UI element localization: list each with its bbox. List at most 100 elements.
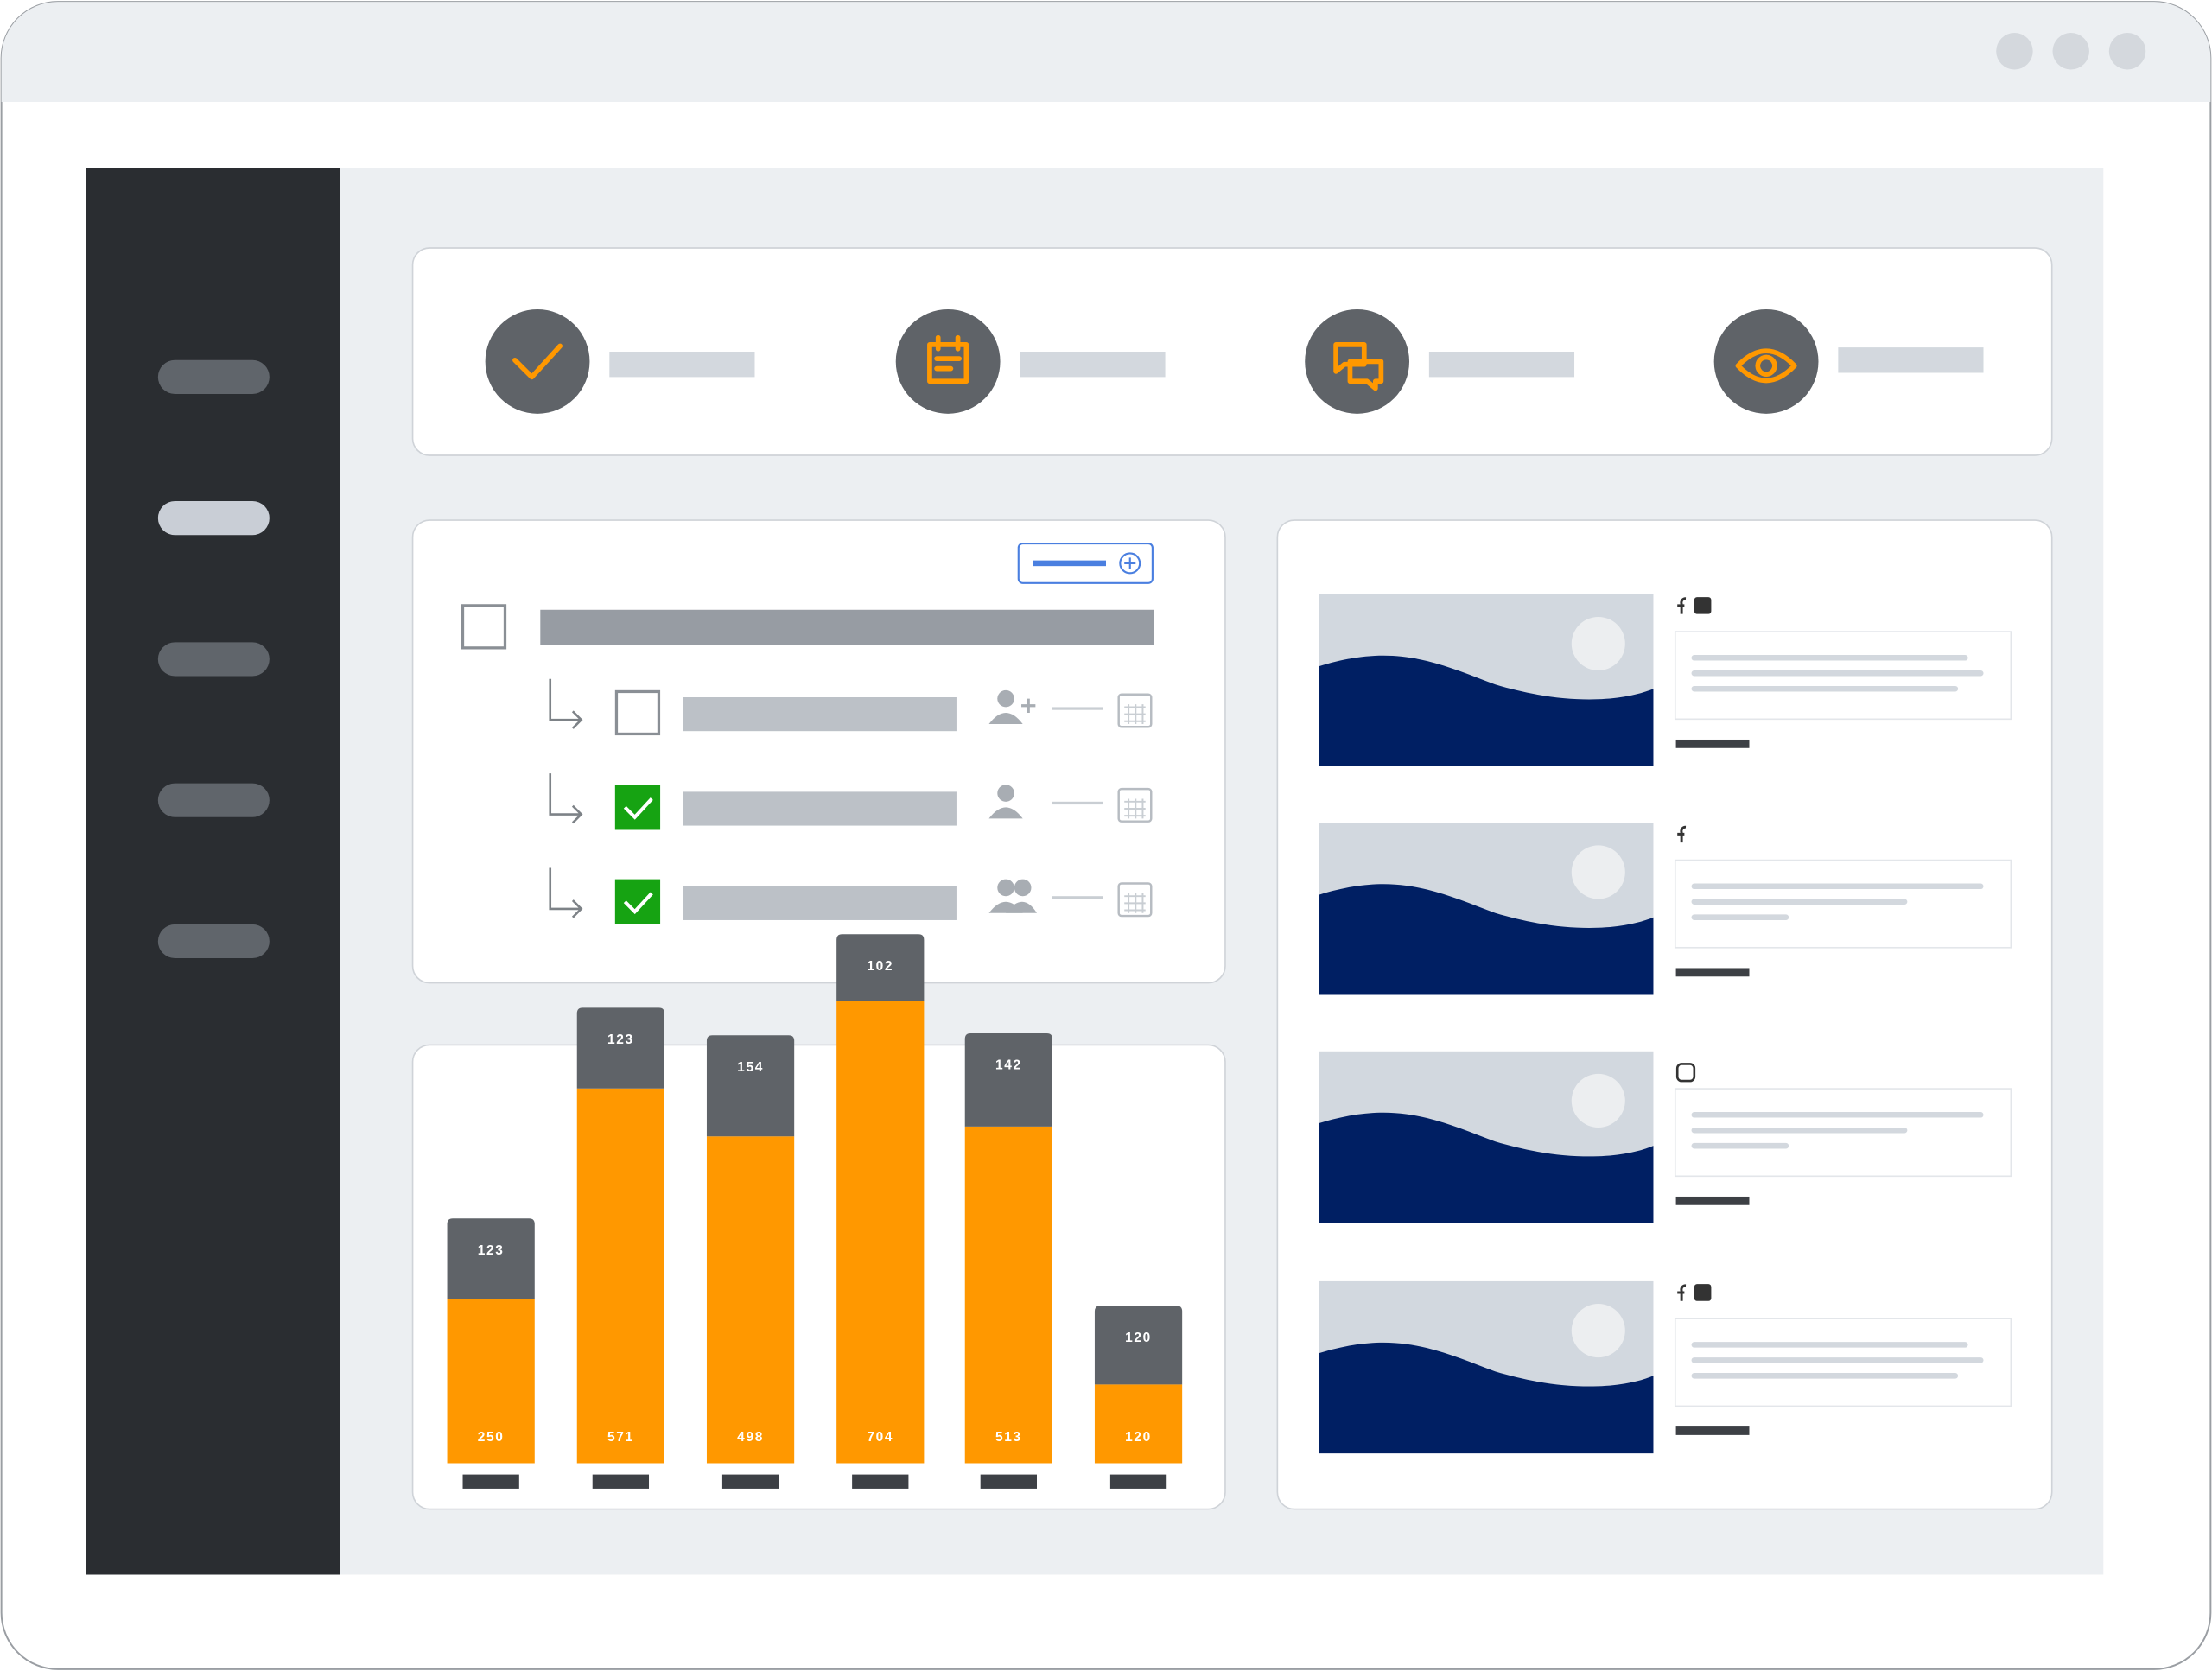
bar-segment	[964, 1032, 1052, 1127]
subtask-title-placeholder	[683, 791, 957, 826]
title-bar	[1, 2, 2211, 103]
date-placeholder	[1052, 707, 1103, 710]
bar-segment	[447, 1218, 535, 1299]
stat-glyph	[1735, 348, 1797, 384]
bar-segment	[836, 934, 925, 1001]
calendar-grid	[1124, 798, 1146, 819]
stat-glyph	[927, 334, 969, 384]
data-label: 498	[737, 1430, 764, 1445]
post-text-line	[1691, 1373, 1959, 1379]
window-dot[interactable]	[1996, 33, 2033, 70]
stat-icon	[895, 309, 1001, 414]
facebook-icon	[1677, 825, 1687, 843]
image-wave	[1319, 884, 1654, 995]
checkbox-checked[interactable]	[614, 785, 661, 830]
data-label: 513	[995, 1430, 1022, 1445]
image-wave	[1319, 1342, 1654, 1454]
data-label: 123	[478, 1243, 505, 1258]
data-label: 704	[867, 1430, 893, 1445]
calendar-icon[interactable]	[1117, 693, 1153, 728]
calendar-grid	[1124, 893, 1146, 913]
post-text-line	[1691, 883, 1984, 890]
post-text-line	[1691, 899, 1908, 905]
subtask-title-placeholder	[683, 886, 957, 920]
checkbox[interactable]	[461, 604, 507, 650]
subtask-title-placeholder	[683, 697, 957, 732]
button-label-placeholder	[1033, 560, 1106, 567]
calendar-grid	[1124, 704, 1146, 725]
category-placeholder	[980, 1474, 1037, 1489]
stat-label-placeholder	[1020, 352, 1166, 378]
post-text-line	[1691, 655, 1968, 661]
bar-segment	[706, 1035, 795, 1137]
plus-icon	[1124, 557, 1136, 569]
check-mark	[623, 797, 653, 820]
sidebar-menu	[157, 359, 270, 959]
linkedin-icon	[1694, 597, 1712, 614]
menu-item[interactable]	[157, 642, 270, 677]
stat-glyph	[1333, 341, 1384, 391]
add-assignee	[1021, 698, 1036, 713]
category-placeholder	[852, 1474, 909, 1489]
data-label: 102	[867, 959, 893, 974]
assignee-icon	[997, 879, 1014, 897]
data-label: 154	[737, 1060, 764, 1075]
calendar-icon[interactable]	[1117, 882, 1153, 918]
subtask-arrow	[549, 867, 583, 918]
bar-segment	[576, 1007, 664, 1089]
add-button[interactable]	[1017, 542, 1154, 584]
calendar-icon[interactable]	[1117, 787, 1153, 823]
subtask-arrow	[549, 773, 583, 824]
menu-item[interactable]	[157, 359, 270, 394]
menu-item[interactable]	[157, 783, 270, 817]
post-text-line	[1691, 670, 1984, 677]
linkedin-icon	[1694, 1284, 1712, 1301]
image-sun	[1571, 616, 1625, 670]
post-text-line	[1691, 1127, 1908, 1134]
date-placeholder	[1052, 896, 1103, 899]
post-text-line	[1691, 685, 1959, 692]
feed-card	[1276, 519, 2053, 1510]
chart: 250 123 571 123 498 154 704 102 513 142 120 120	[447, 934, 1183, 1489]
stats-row	[485, 309, 1984, 414]
category-placeholder	[1109, 1474, 1167, 1489]
bar-segment	[964, 1126, 1052, 1464]
plus-icon	[1119, 552, 1141, 575]
feed	[1319, 594, 2012, 1454]
post-date-placeholder	[1675, 739, 1750, 748]
menu-item[interactable]	[157, 501, 270, 536]
bar-segment	[706, 1136, 795, 1464]
bar-segment	[576, 1088, 664, 1464]
menu-item[interactable]	[157, 924, 270, 959]
stat-label-placeholder	[1428, 352, 1575, 378]
data-label: 250	[478, 1430, 505, 1445]
category-placeholder	[721, 1474, 779, 1489]
image-sun	[1571, 1073, 1625, 1128]
checkbox-checked[interactable]	[614, 879, 661, 924]
assignee-icon	[997, 689, 1014, 708]
stat-label-placeholder	[1838, 347, 1984, 373]
facebook-icon	[1677, 1284, 1687, 1301]
sidebar	[86, 168, 340, 1575]
subtasks	[549, 678, 1153, 924]
data-label: 123	[607, 1032, 634, 1047]
instagram-icon	[1675, 1063, 1696, 1083]
data-label: 142	[995, 1058, 1022, 1073]
assignee-icon	[997, 785, 1014, 802]
date-placeholder	[1052, 801, 1103, 805]
post-date-placeholder	[1675, 1426, 1750, 1435]
window-dot[interactable]	[2108, 33, 2146, 70]
assignee-icon	[988, 807, 1023, 819]
checkbox[interactable]	[614, 689, 661, 736]
post-date-placeholder	[1675, 1196, 1750, 1205]
image-sun	[1571, 1304, 1625, 1358]
window-dot[interactable]	[2052, 33, 2089, 70]
post-text-line	[1691, 1342, 1968, 1348]
category-placeholder	[592, 1474, 650, 1489]
stat-label-placeholder	[609, 352, 755, 378]
bar-segment	[1094, 1384, 1183, 1464]
stats-card	[411, 247, 2053, 456]
